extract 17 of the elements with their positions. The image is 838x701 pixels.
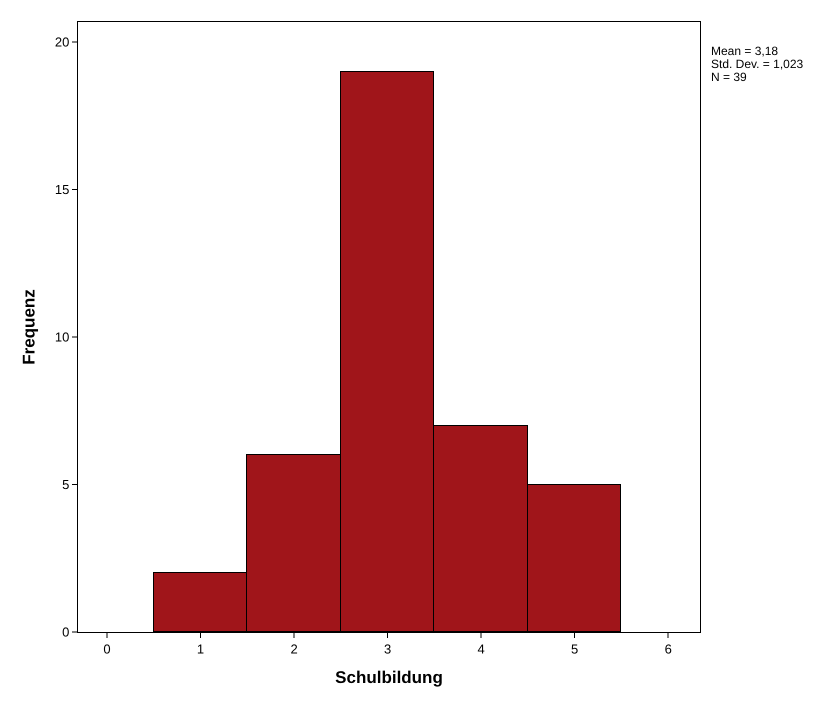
y-tick-label: 20 [54,34,70,50]
x-tick-label: 0 [103,642,111,657]
y-axis-title: Frequenz [19,289,38,365]
x-tick-label: 2 [290,642,298,657]
y-tick-label: 0 [62,624,70,640]
x-tick-label: 1 [196,642,204,657]
x-tick-label: 4 [478,642,485,657]
y-tick-label: 15 [54,182,70,198]
x-tick-label: 6 [664,642,672,657]
x-tick-label: 3 [384,642,392,657]
y-tick-label: 5 [62,477,70,492]
text: Mean = 3,18 [711,44,778,58]
text: Std. Dev. = 1,023 [711,57,804,71]
x-axis-title: Schulbildung [335,668,443,687]
y-tick-label: 10 [54,330,70,345]
text: N = 39 [711,70,748,84]
x-tick-label: 5 [571,642,578,657]
